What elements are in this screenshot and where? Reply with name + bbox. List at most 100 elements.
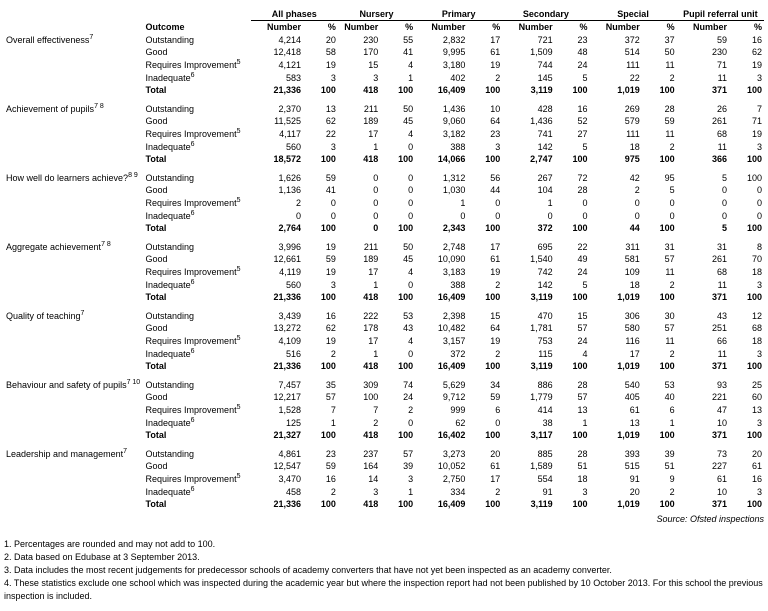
cell-value: 100 [303,222,338,234]
outcome-label: Outstanding [144,171,251,184]
outcome-label: Total [144,360,251,372]
outcome-label: Inadequate6 [144,140,251,153]
cell-value: 58 [303,46,338,58]
cell-value: 4 [380,58,415,71]
cell-value: 41 [303,184,338,196]
cell-value: 100 [467,153,502,165]
cell-value: 44 [589,222,641,234]
table-row: Requires Improvement54,109191743,1571975… [4,334,764,347]
cell-value: 1,781 [502,322,554,334]
source-note: Source: Ofsted inspections [4,510,764,524]
cell-value: 16 [555,102,590,115]
cell-value: 12,418 [251,46,303,58]
cell-value: 3,119 [502,360,554,372]
cell-value: 3,273 [415,447,467,460]
cell-value: 61 [589,403,641,416]
cell-value: 2 [467,347,502,360]
cell-value: 142 [502,140,554,153]
cell-value: 0 [467,196,502,209]
cell-value: 2 [467,278,502,291]
cell-value: 4 [380,265,415,278]
cell-value: 37 [642,33,677,46]
cell-value: 20 [303,33,338,46]
cell-value: 516 [251,347,303,360]
cell-value: 59 [677,33,729,46]
cell-value: 22 [589,71,641,84]
cell-value: 334 [415,485,467,498]
table-row: Requires Improvement54,119191743,1831974… [4,265,764,278]
outcome-label: Total [144,222,251,234]
cell-value: 11 [677,278,729,291]
cell-value: 7 [303,403,338,416]
cell-value: 21,336 [251,498,303,510]
cell-value: 0 [338,196,380,209]
cell-value: 0 [467,416,502,429]
cell-value: 100 [729,291,764,303]
cell-value: 306 [589,309,641,322]
cell-value: 100 [555,153,590,165]
table-row: Total18,57210041810014,0661002,747100975… [4,153,764,165]
cell-value: 111 [589,58,641,71]
cell-value: 5 [555,278,590,291]
cell-value: 10,052 [415,460,467,472]
cell-value: 3,470 [251,472,303,485]
cell-value: 100 [642,360,677,372]
cell-value: 100 [729,84,764,96]
cell-value: 9 [642,472,677,485]
col-group: Nursery [338,8,415,21]
cell-value: 1,019 [589,84,641,96]
cell-value: 418 [338,84,380,96]
cell-value: 999 [415,403,467,416]
table-row: Requires Improvement5200010100000 [4,196,764,209]
cell-value: 0 [589,196,641,209]
cell-value: 12,217 [251,391,303,403]
cell-value: 5,629 [415,378,467,391]
cell-value: 73 [677,447,729,460]
cell-value: 15 [338,58,380,71]
outcome-label: Outstanding [144,240,251,253]
cell-value: 0 [380,347,415,360]
outcome-label: Inadequate6 [144,347,251,360]
cell-value: 4,861 [251,447,303,460]
cell-value: 0 [677,209,729,222]
col-group: Special [589,8,676,21]
footnote: 2. Data based on Edubase at 3 September … [4,551,764,563]
cell-value: 3 [729,485,764,498]
cell-value: 189 [338,253,380,265]
outcome-label: Requires Improvement5 [144,265,251,278]
cell-value: 11 [677,71,729,84]
cell-value: 1,019 [589,498,641,510]
cell-value: 7,457 [251,378,303,391]
cell-value: 50 [642,46,677,58]
cell-value: 10,090 [415,253,467,265]
cell-value: 64 [467,322,502,334]
cell-value: 3,180 [415,58,467,71]
cell-value: 3 [555,485,590,498]
cell-value: 753 [502,334,554,347]
table-row: Total2,76410001002,343100372100441005100 [4,222,764,234]
cell-value: 100 [338,391,380,403]
cell-value: 15 [555,309,590,322]
cell-value: 3,439 [251,309,303,322]
outcome-label: Inadequate6 [144,209,251,222]
cell-value: 16,409 [415,84,467,96]
cell-value: 100 [729,360,764,372]
cell-value: 13 [555,403,590,416]
cell-value: 17 [338,127,380,140]
cell-value: 17 [338,265,380,278]
cell-value: 1 [380,485,415,498]
cell-value: 21,336 [251,84,303,96]
cell-value: 2 [589,184,641,196]
cell-value: 2 [642,278,677,291]
cell-value: 372 [589,33,641,46]
cell-value: 47 [677,403,729,416]
cell-value: 100 [303,429,338,441]
cell-value: 371 [677,498,729,510]
cell-value: 1,030 [415,184,467,196]
outcome-label: Inadequate6 [144,485,251,498]
cell-value: 45 [380,253,415,265]
cell-value: 70 [729,253,764,265]
cell-value: 68 [677,265,729,278]
cell-value: 23 [555,33,590,46]
cell-value: 0 [642,209,677,222]
